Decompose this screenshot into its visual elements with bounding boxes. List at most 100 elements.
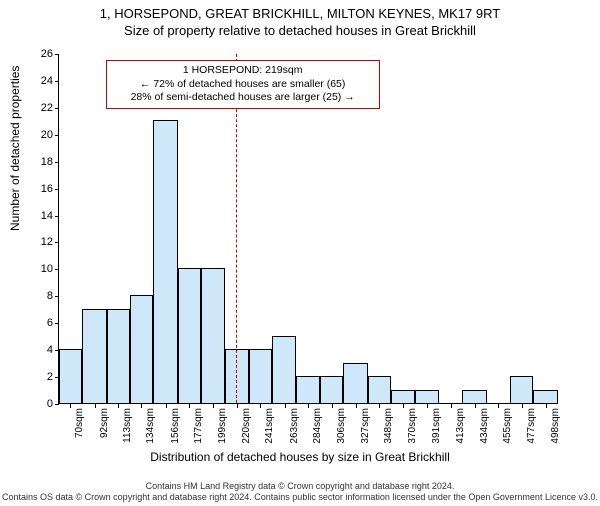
x-tick-mark — [213, 404, 214, 408]
x-tick-mark — [237, 404, 238, 408]
y-tick-mark — [55, 242, 59, 243]
x-tick-mark — [546, 404, 547, 408]
x-tick-mark — [498, 404, 499, 408]
x-tick-label: 199sqm — [217, 408, 228, 452]
x-tick-mark — [427, 404, 428, 408]
y-tick-label: 6 — [23, 317, 59, 329]
x-tick-label: 434sqm — [479, 408, 490, 452]
x-tick-mark — [451, 404, 452, 408]
x-tick-mark — [308, 404, 309, 408]
x-tick-label: 134sqm — [145, 408, 156, 452]
y-tick-mark — [55, 81, 59, 82]
chart-title-main: 1, HORSEPOND, GREAT BRICKHILL, MILTON KE… — [0, 6, 600, 21]
x-tick-label: 370sqm — [407, 408, 418, 452]
x-tick-label: 413sqm — [455, 408, 466, 452]
x-axis-label: Distribution of detached houses by size … — [0, 450, 600, 464]
x-tick-label: 70sqm — [74, 408, 85, 452]
histogram-bar — [368, 376, 391, 403]
x-tick-mark — [356, 404, 357, 408]
y-tick-label: 22 — [23, 102, 59, 114]
histogram-bar — [272, 336, 295, 403]
annotation-line: ← 72% of detached houses are smaller (65… — [113, 78, 373, 92]
x-tick-mark — [70, 404, 71, 408]
annotation-box: 1 HORSEPOND: 219sqm← 72% of detached hou… — [106, 60, 380, 109]
histogram-bar — [343, 363, 367, 403]
y-tick-mark — [55, 269, 59, 270]
footer-line1: Contains HM Land Registry data © Crown c… — [0, 481, 600, 491]
y-tick-mark — [55, 323, 59, 324]
x-tick-label: 113sqm — [122, 408, 133, 452]
x-tick-mark — [332, 404, 333, 408]
x-tick-label: 241sqm — [264, 408, 275, 452]
x-tick-label: 455sqm — [502, 408, 513, 452]
x-tick-label: 391sqm — [431, 408, 442, 452]
y-tick-label: 2 — [23, 371, 59, 383]
histogram-bar — [391, 390, 414, 403]
histogram-bar — [82, 309, 106, 403]
x-tick-label: 156sqm — [170, 408, 181, 452]
y-axis-label: Number of detached properties — [8, 66, 22, 231]
histogram-bar — [296, 376, 320, 403]
y-tick-mark — [55, 296, 59, 297]
x-tick-mark — [141, 404, 142, 408]
x-tick-label: 284sqm — [312, 408, 323, 452]
histogram-bar — [415, 390, 439, 403]
histogram-bar — [320, 376, 343, 403]
chart-title-sub: Size of property relative to detached ho… — [0, 23, 600, 38]
histogram-bar — [225, 349, 249, 403]
y-tick-label: 26 — [23, 48, 59, 60]
y-tick-label: 10 — [23, 263, 59, 275]
y-tick-label: 8 — [23, 290, 59, 302]
histogram-bar — [107, 309, 130, 403]
x-tick-mark — [379, 404, 380, 408]
histogram-bar — [510, 376, 533, 403]
histogram-bar — [249, 349, 272, 403]
x-tick-label: 348sqm — [383, 408, 394, 452]
x-tick-label: 306sqm — [336, 408, 347, 452]
y-tick-mark — [55, 189, 59, 190]
y-tick-mark — [55, 162, 59, 163]
y-tick-label: 18 — [23, 156, 59, 168]
chart-area: 0246810121416182022242670sqm92sqm113sqm1… — [58, 54, 558, 404]
x-tick-label: 477sqm — [526, 408, 537, 452]
y-tick-mark — [55, 108, 59, 109]
x-tick-mark — [522, 404, 523, 408]
x-tick-label: 220sqm — [241, 408, 252, 452]
histogram-bar — [130, 295, 153, 403]
x-tick-mark — [475, 404, 476, 408]
y-tick-mark — [55, 135, 59, 136]
x-tick-mark — [166, 404, 167, 408]
x-tick-mark — [285, 404, 286, 408]
plot-region: 0246810121416182022242670sqm92sqm113sqm1… — [58, 54, 558, 404]
x-tick-mark — [95, 404, 96, 408]
x-tick-label: 327sqm — [360, 408, 371, 452]
y-tick-label: 4 — [23, 344, 59, 356]
y-tick-label: 24 — [23, 75, 59, 87]
x-tick-mark — [118, 404, 119, 408]
y-tick-label: 12 — [23, 236, 59, 248]
x-tick-mark — [403, 404, 404, 408]
histogram-bar — [533, 390, 557, 403]
x-tick-label: 498sqm — [550, 408, 561, 452]
x-tick-label: 92sqm — [99, 408, 110, 452]
footer-line2: Contains OS data © Crown copyright and d… — [0, 492, 600, 502]
x-tick-mark — [189, 404, 190, 408]
y-tick-label: 16 — [23, 183, 59, 195]
histogram-bar — [59, 349, 82, 403]
y-tick-mark — [55, 216, 59, 217]
histogram-bar — [201, 268, 224, 403]
y-tick-label: 14 — [23, 210, 59, 222]
histogram-bar — [462, 390, 486, 403]
footer-attribution: Contains HM Land Registry data © Crown c… — [0, 481, 600, 502]
x-tick-mark — [260, 404, 261, 408]
x-tick-label: 263sqm — [289, 408, 300, 452]
histogram-bar — [153, 120, 177, 403]
y-tick-mark — [55, 54, 59, 55]
y-tick-label: 20 — [23, 129, 59, 141]
histogram-bar — [178, 268, 201, 403]
x-tick-label: 177sqm — [193, 408, 204, 452]
annotation-line: 28% of semi-detached houses are larger (… — [113, 91, 373, 105]
y-tick-mark — [55, 404, 59, 405]
annotation-line: 1 HORSEPOND: 219sqm — [113, 64, 373, 78]
y-tick-label: 0 — [23, 398, 59, 410]
